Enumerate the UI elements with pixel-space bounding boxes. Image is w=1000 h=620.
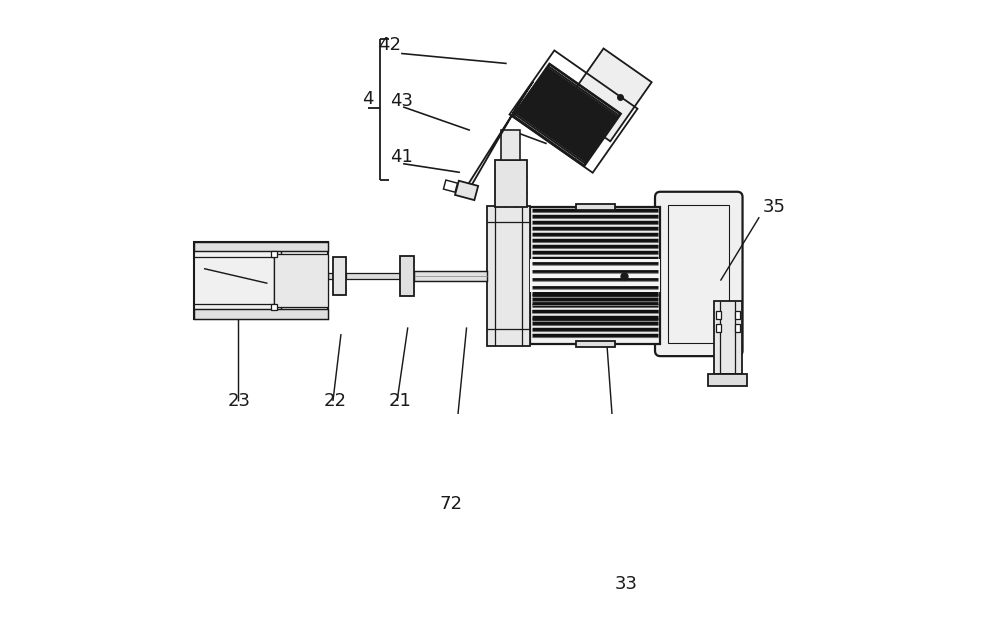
- Bar: [346, 273, 400, 279]
- Text: 4: 4: [362, 89, 373, 107]
- Bar: [668, 205, 729, 343]
- Text: 22: 22: [324, 392, 347, 410]
- Bar: [400, 256, 414, 296]
- Bar: [735, 324, 740, 332]
- Bar: [194, 242, 328, 319]
- Bar: [487, 206, 530, 346]
- Text: 35: 35: [763, 198, 786, 216]
- Bar: [716, 311, 721, 319]
- Polygon shape: [455, 181, 478, 200]
- Text: 43: 43: [390, 92, 413, 110]
- Bar: [530, 259, 660, 292]
- Text: 42: 42: [378, 36, 401, 54]
- Bar: [714, 301, 742, 374]
- Text: 41: 41: [390, 148, 413, 166]
- Polygon shape: [465, 81, 533, 197]
- Text: 33: 33: [615, 575, 638, 593]
- Bar: [576, 205, 615, 210]
- Bar: [274, 254, 328, 307]
- Text: 72: 72: [440, 495, 463, 513]
- Bar: [735, 311, 740, 319]
- Bar: [716, 324, 721, 332]
- Bar: [530, 207, 660, 344]
- Bar: [271, 304, 277, 310]
- Polygon shape: [562, 48, 652, 141]
- Text: 23: 23: [227, 392, 250, 410]
- Bar: [414, 270, 487, 281]
- Bar: [495, 161, 527, 207]
- Text: 21: 21: [389, 392, 412, 410]
- Bar: [333, 257, 346, 294]
- FancyBboxPatch shape: [655, 192, 743, 356]
- Bar: [194, 309, 328, 319]
- Bar: [708, 374, 747, 386]
- Bar: [576, 342, 615, 347]
- Bar: [194, 242, 328, 251]
- Bar: [328, 273, 333, 279]
- Polygon shape: [443, 180, 457, 192]
- Bar: [501, 130, 520, 161]
- Bar: [271, 251, 277, 257]
